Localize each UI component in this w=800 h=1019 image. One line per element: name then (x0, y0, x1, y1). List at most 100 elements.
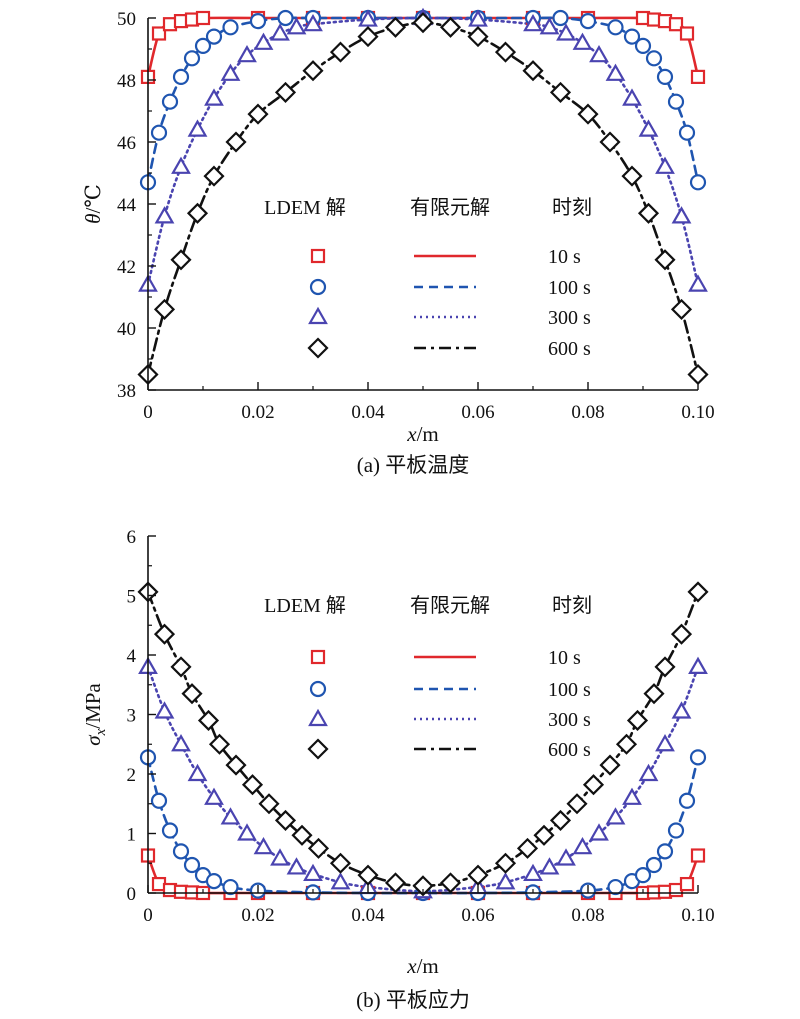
legend-header-1: 有限元解 (410, 594, 490, 617)
data-point-1-15 (607, 878, 624, 896)
data-point-3-8 (258, 793, 280, 815)
y-tick-label-0: 38 (117, 381, 136, 402)
data-point-3-1 (153, 298, 176, 320)
data-point-3-9 (329, 41, 352, 63)
y-axis-var: σ (81, 734, 105, 746)
data-point-1-17 (607, 19, 624, 36)
x-axis-title: x/m (406, 422, 439, 446)
series-line-3 (146, 590, 700, 888)
data-point-2-18 (556, 848, 576, 866)
y-tick-label-1: 40 (117, 319, 136, 340)
data-point-3-16 (522, 60, 544, 82)
legend-label-1: 100 s (548, 277, 591, 299)
data-point-3-17 (549, 81, 572, 103)
data-point-2-3 (187, 119, 208, 137)
chart-caption: (a) 平板温度 (357, 453, 470, 477)
data-point-3-6 (247, 103, 269, 125)
data-point-2-8 (270, 23, 290, 41)
data-point-1-22 (667, 93, 685, 110)
data-point-3-20 (533, 824, 555, 846)
data-point-3-18 (494, 852, 517, 874)
data-point-3-7 (274, 81, 297, 103)
x-tick-label-0: 0 (143, 402, 153, 423)
data-point-2-21 (605, 807, 626, 825)
data-point-3-12 (412, 12, 434, 34)
series-line-1 (146, 756, 700, 895)
data-point-3-7 (241, 774, 264, 796)
legend-marker-2 (308, 708, 328, 727)
x-axis-var: x (406, 954, 417, 978)
data-point-1-7 (222, 878, 239, 896)
series-line-2 (146, 665, 700, 893)
legend-marker-1 (309, 278, 327, 296)
data-point-3-13 (357, 864, 379, 886)
data-point-1-19 (634, 37, 652, 55)
data-point-1-15 (552, 9, 569, 27)
data-point-0-18 (690, 69, 706, 85)
data-point-2-17 (539, 857, 560, 875)
data-point-2-4 (204, 88, 224, 106)
y-tick-label-4: 4 (127, 646, 137, 667)
data-point-1-20 (645, 50, 663, 67)
y-tick-label-2: 2 (127, 765, 137, 786)
data-point-0-1 (151, 26, 167, 41)
data-point-3-20 (621, 165, 643, 187)
data-point-2-8 (270, 848, 290, 866)
data-point-2-6 (237, 823, 257, 841)
data-point-3-19 (516, 837, 539, 859)
data-point-3-27 (643, 683, 665, 705)
data-point-1-8 (249, 13, 267, 30)
data-point-3-9 (274, 809, 297, 831)
data-point-3-10 (357, 26, 379, 48)
data-point-3-17 (467, 864, 489, 886)
y-tick-label-0: 0 (127, 884, 137, 905)
data-point-2-24 (655, 734, 675, 752)
legend-marker-3 (307, 337, 329, 359)
data-point-3-24 (687, 363, 709, 386)
data-point-1-21 (656, 68, 674, 86)
data-point-1-21 (678, 792, 696, 809)
series-line-2 (146, 16, 700, 286)
x-tick-label-1: 0.02 (241, 402, 274, 423)
data-point-1-20 (667, 822, 685, 839)
data-point-2-3 (187, 763, 208, 782)
legend-label-3: 600 s (548, 338, 591, 360)
legend-label-2: 300 s (548, 307, 591, 329)
legend-marker-1 (309, 680, 327, 698)
data-point-1-16 (579, 13, 597, 30)
data-point-3-24 (599, 754, 621, 776)
data-point-1-1 (150, 124, 168, 141)
data-point-3-19 (599, 131, 621, 153)
legend-header-2: 时刻 (552, 196, 592, 219)
data-point-0-17 (679, 26, 695, 41)
legend: LDEM 解 有限元解 时刻 10 s 100 s 300 s 600 s (264, 594, 592, 761)
data-point-1-23 (678, 124, 696, 141)
legend-header-1: 有限元解 (410, 196, 490, 219)
data-point-3-13 (439, 16, 462, 38)
y-tick-label-3: 44 (117, 195, 137, 216)
y-axis-unit: /MPa (81, 683, 105, 729)
y-tick-label-6: 50 (117, 9, 136, 30)
legend-marker-0 (310, 248, 326, 264)
data-point-3-11 (384, 16, 407, 38)
legend-label-3: 600 s (548, 739, 591, 761)
y-tick-label-3: 3 (127, 706, 137, 727)
legend-marker-0 (310, 649, 326, 665)
data-point-1-2 (161, 822, 179, 839)
data-point-3-6 (225, 754, 247, 776)
legend-header-2: 时刻 (552, 594, 592, 617)
legend-label-2: 300 s (548, 709, 591, 731)
data-point-3-8 (302, 60, 324, 82)
data-point-3-2 (170, 656, 192, 678)
data-point-3-14 (467, 26, 489, 48)
y-axis-var: θ (81, 214, 105, 224)
data-point-3-1 (153, 623, 176, 645)
data-point-2-10 (303, 863, 323, 882)
data-point-2-2 (171, 734, 191, 752)
data-point-3-5 (225, 131, 247, 153)
y-tick-label-5: 5 (127, 587, 137, 608)
x-axis-var: x (406, 422, 417, 446)
data-point-2-1 (154, 206, 175, 224)
x-tick-label-3: 0.06 (461, 905, 494, 926)
data-point-2-24 (688, 274, 708, 292)
